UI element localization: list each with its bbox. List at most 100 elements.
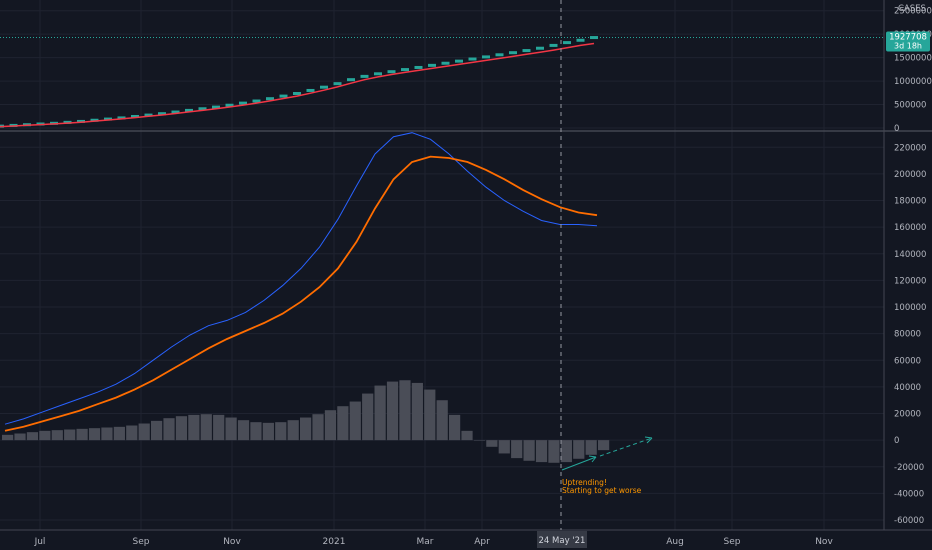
histogram-bar[interactable] xyxy=(424,389,436,441)
cases-pane[interactable] xyxy=(0,36,884,128)
histogram-bar[interactable] xyxy=(213,414,225,441)
histogram-bar[interactable] xyxy=(225,417,237,441)
histogram-bar[interactable] xyxy=(498,440,510,454)
cases-bar[interactable] xyxy=(563,41,571,45)
cases-bar[interactable] xyxy=(131,115,139,119)
histogram-bar[interactable] xyxy=(262,422,274,441)
orange-line[interactable] xyxy=(4,155,598,432)
histogram-bar[interactable] xyxy=(386,381,399,441)
cases-bar[interactable] xyxy=(320,85,328,89)
histogram-bar[interactable] xyxy=(362,393,374,441)
cases-bar[interactable] xyxy=(441,61,450,65)
cases-bar[interactable] xyxy=(212,105,220,109)
histogram-bar[interactable] xyxy=(399,380,411,441)
histogram-bar[interactable] xyxy=(312,414,324,441)
cases-bar[interactable] xyxy=(414,65,423,69)
histogram-bar[interactable] xyxy=(26,432,39,441)
cases-bar[interactable] xyxy=(90,118,99,122)
histogram-bar[interactable] xyxy=(287,420,299,441)
histogram-bar[interactable] xyxy=(598,440,610,451)
histogram-bar[interactable] xyxy=(349,401,361,441)
cases-bar[interactable] xyxy=(428,63,436,67)
histogram-bar[interactable] xyxy=(585,440,597,455)
blue-line[interactable] xyxy=(4,132,598,425)
cases-bar[interactable] xyxy=(225,103,234,107)
cases-bar[interactable] xyxy=(104,117,112,121)
cases-bar[interactable] xyxy=(239,101,247,105)
cases-bar[interactable] xyxy=(360,74,369,78)
histogram-bar[interactable] xyxy=(573,440,585,459)
x-tick-label: Sep xyxy=(133,537,150,547)
histogram-bar[interactable] xyxy=(300,417,312,441)
histogram-bar[interactable] xyxy=(461,430,473,441)
cases-bar[interactable] xyxy=(401,68,409,72)
histogram-bar[interactable] xyxy=(436,400,448,441)
histogram-bar[interactable] xyxy=(151,420,163,441)
histogram-bar[interactable] xyxy=(88,428,101,441)
histogram-bar[interactable] xyxy=(2,434,14,441)
histogram-bar[interactable] xyxy=(250,422,262,441)
cases-bar[interactable] xyxy=(468,57,477,61)
cases-bar[interactable] xyxy=(387,70,396,74)
histogram-bar[interactable] xyxy=(126,425,138,441)
histogram-bar[interactable] xyxy=(560,440,572,463)
cases-bar[interactable] xyxy=(455,59,463,63)
cases-bar[interactable] xyxy=(279,94,288,98)
histogram-bar[interactable] xyxy=(324,410,337,441)
price-label-box xyxy=(886,31,930,52)
cases-bar[interactable] xyxy=(117,116,126,120)
histogram-bar[interactable] xyxy=(101,427,113,441)
histogram-bar[interactable] xyxy=(163,418,175,441)
cases-bar[interactable] xyxy=(293,92,301,96)
cases-bar[interactable] xyxy=(185,108,193,112)
histogram-bar[interactable] xyxy=(486,440,498,447)
cases-bar[interactable] xyxy=(509,51,517,55)
histogram-bar[interactable] xyxy=(237,420,250,441)
histogram-bar[interactable] xyxy=(64,429,76,441)
histogram-bar[interactable] xyxy=(138,423,150,441)
cases-bar[interactable] xyxy=(306,88,315,92)
histogram-bar[interactable] xyxy=(411,382,423,441)
histogram-bar[interactable] xyxy=(535,440,548,463)
cases-bar[interactable] xyxy=(536,46,544,50)
cases-average-line[interactable] xyxy=(0,42,595,128)
cases-bar[interactable] xyxy=(266,97,274,101)
cases-bar[interactable] xyxy=(522,49,531,53)
cases-bar[interactable] xyxy=(549,43,558,47)
histogram-bar[interactable] xyxy=(548,440,560,463)
histogram-bar[interactable] xyxy=(113,426,125,441)
cases-bar[interactable] xyxy=(374,72,382,76)
histogram-bar[interactable] xyxy=(337,406,349,441)
cases-bar[interactable] xyxy=(171,110,180,114)
histogram-bar[interactable] xyxy=(39,430,51,441)
cases-bar[interactable] xyxy=(482,55,490,59)
cases-bar[interactable] xyxy=(144,113,153,117)
histogram-bar[interactable] xyxy=(511,440,523,459)
histogram-bar[interactable] xyxy=(275,422,287,441)
histogram-bar[interactable] xyxy=(374,385,386,441)
histogram-bar[interactable] xyxy=(200,414,212,441)
histogram-bar[interactable] xyxy=(473,440,486,441)
axes: Jul Sep Nov 2021 Mar Apr Aug Sep Nov 2500000 20000… xyxy=(34,4,932,547)
trend-arrow xyxy=(561,456,597,471)
cases-bar[interactable] xyxy=(333,82,342,86)
histogram-bar[interactable] xyxy=(175,416,188,441)
pane-title: CASES xyxy=(898,4,926,14)
cases-bar[interactable] xyxy=(495,53,504,57)
indicator-pane[interactable] xyxy=(2,132,610,463)
histogram-bar[interactable] xyxy=(51,430,63,441)
cases-bar[interactable] xyxy=(198,107,207,111)
histogram-bar[interactable] xyxy=(449,414,461,441)
x-tick-label: 2021 xyxy=(323,537,346,547)
cases-bar[interactable] xyxy=(77,119,85,123)
histogram-bar[interactable] xyxy=(76,428,88,441)
histogram-bar[interactable] xyxy=(188,414,200,441)
y-tick-label: 200000 xyxy=(894,170,926,180)
histogram-bar[interactable] xyxy=(523,440,535,461)
histogram-bar[interactable] xyxy=(14,433,26,441)
cases-bar[interactable] xyxy=(347,78,355,82)
cases-bar[interactable] xyxy=(252,99,261,103)
cases-bar[interactable] xyxy=(158,112,166,116)
cases-bar[interactable] xyxy=(576,38,585,42)
